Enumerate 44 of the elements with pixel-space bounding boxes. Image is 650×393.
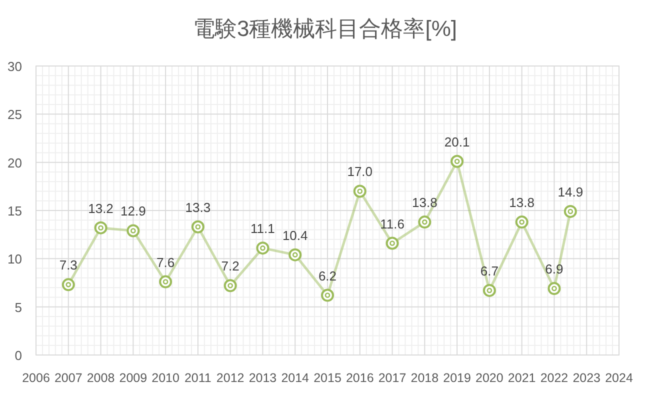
x-tick-label: 2012 bbox=[216, 371, 244, 385]
x-tick-label: 2013 bbox=[248, 371, 277, 385]
y-tick-label: 10 bbox=[8, 252, 22, 267]
x-tick-label: 2014 bbox=[281, 371, 310, 385]
data-label: 13.3 bbox=[185, 200, 211, 215]
y-tick-label: 30 bbox=[8, 59, 22, 74]
x-tick-label: 2007 bbox=[54, 371, 82, 385]
x-tick-label: 2016 bbox=[346, 371, 374, 385]
data-label: 17.0 bbox=[347, 164, 373, 180]
x-tick-label: 2017 bbox=[378, 371, 406, 385]
data-label: 13.8 bbox=[412, 195, 438, 210]
x-tick-label: 2006 bbox=[22, 371, 50, 385]
data-label: 7.3 bbox=[59, 258, 78, 273]
x-tick-label: 2023 bbox=[572, 371, 601, 385]
data-label: 6.9 bbox=[545, 262, 564, 277]
y-tick-label: 0 bbox=[14, 348, 22, 363]
data-label: 11.6 bbox=[380, 216, 404, 232]
x-tick-label: 2022 bbox=[540, 371, 568, 385]
x-tick-label: 2019 bbox=[443, 371, 472, 385]
data-label: 13.8 bbox=[509, 195, 534, 210]
data-label: 20.1 bbox=[444, 134, 470, 150]
x-tick-label: 2010 bbox=[152, 371, 180, 385]
data-label: 6.2 bbox=[318, 268, 337, 284]
chart-title: 電験3種機械科目合格率[%] bbox=[192, 16, 458, 41]
x-tick-label: 2015 bbox=[314, 371, 342, 385]
data-label: 10.4 bbox=[282, 228, 308, 243]
x-tick-label: 2018 bbox=[410, 371, 439, 385]
x-tick-label: 2024 bbox=[605, 371, 633, 385]
data-label: 7.6 bbox=[156, 254, 175, 270]
data-label: 14.9 bbox=[558, 184, 584, 200]
data-label: 13.2 bbox=[88, 200, 114, 216]
y-tick-label: 25 bbox=[8, 107, 22, 122]
x-tick-label: 2021 bbox=[508, 371, 536, 385]
y-tick-label: 15 bbox=[8, 204, 22, 218]
data-label: 11.1 bbox=[250, 221, 275, 236]
x-tick-label: 2008 bbox=[86, 371, 115, 385]
data-label: 12.9 bbox=[120, 204, 146, 219]
y-tick-label: 20 bbox=[8, 155, 22, 170]
y-tick-label: 5 bbox=[14, 300, 22, 315]
x-tick-label: 2011 bbox=[184, 371, 212, 385]
data-label: 6.7 bbox=[480, 263, 498, 278]
x-tick-label: 2020 bbox=[476, 371, 504, 385]
x-tick-label: 2009 bbox=[119, 371, 148, 385]
data-label: 7.2 bbox=[221, 258, 240, 274]
